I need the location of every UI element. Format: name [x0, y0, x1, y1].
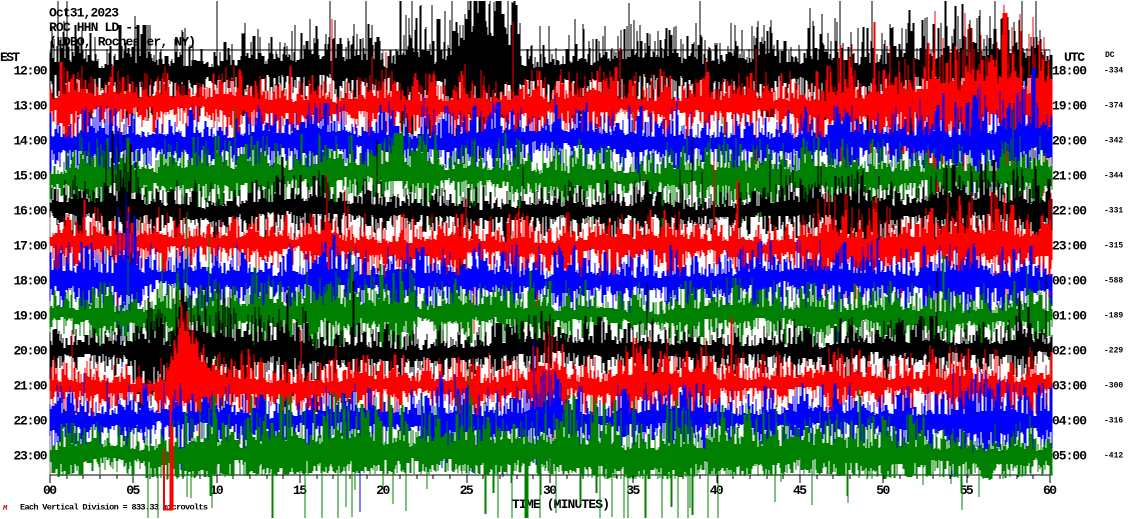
- svg-text:25: 25: [460, 483, 474, 498]
- svg-text:13:00: 13:00: [14, 99, 48, 114]
- svg-text:20: 20: [376, 483, 390, 498]
- svg-text:15: 15: [293, 483, 307, 498]
- svg-text:M: M: [2, 505, 8, 513]
- svg-text:-189: -189: [1104, 312, 1123, 321]
- svg-text:14:00: 14:00: [14, 134, 48, 149]
- svg-text:19:00: 19:00: [1052, 99, 1087, 114]
- svg-text:55: 55: [960, 483, 974, 498]
- svg-text:-344: -344: [1104, 172, 1123, 181]
- svg-text:04:00: 04:00: [1052, 414, 1087, 429]
- svg-text:03:00: 03:00: [1052, 379, 1087, 394]
- svg-text:01:00: 01:00: [1052, 309, 1087, 324]
- svg-text:23:00: 23:00: [14, 449, 48, 464]
- svg-text:02:00: 02:00: [1052, 344, 1087, 359]
- svg-text:(LDEO, Rochester, NY): (LDEO, Rochester, NY): [49, 35, 196, 50]
- svg-text:05: 05: [126, 483, 140, 498]
- svg-text:-588: -588: [1104, 277, 1123, 286]
- svg-text:22:00: 22:00: [14, 414, 48, 429]
- svg-text:EST: EST: [0, 50, 20, 65]
- svg-text:ROC HHN LD --: ROC HHN LD --: [49, 20, 140, 35]
- svg-text:50: 50: [876, 483, 890, 498]
- svg-text:21:00: 21:00: [1052, 169, 1087, 184]
- svg-text:-412: -412: [1104, 452, 1123, 461]
- svg-text:18:00: 18:00: [14, 274, 48, 289]
- svg-text:21:00: 21:00: [14, 379, 48, 394]
- svg-text:UTC: UTC: [1064, 50, 1085, 65]
- svg-text:00:00: 00:00: [1052, 274, 1087, 289]
- svg-text:12:00: 12:00: [14, 64, 48, 79]
- svg-text:Each Vertical Division = 833.: Each Vertical Division = 833.33 microvol…: [20, 503, 208, 513]
- svg-text:40: 40: [710, 483, 724, 498]
- svg-text:Oct31,2023: Oct31,2023: [49, 6, 119, 21]
- svg-text:05:00: 05:00: [1052, 449, 1087, 464]
- svg-text:-342: -342: [1104, 137, 1123, 146]
- svg-text:23:00: 23:00: [1052, 239, 1087, 254]
- svg-text:18:00: 18:00: [1052, 64, 1087, 79]
- svg-text:20:00: 20:00: [1052, 134, 1087, 149]
- svg-text:45: 45: [793, 483, 807, 498]
- svg-text:-315: -315: [1104, 242, 1123, 251]
- svg-text:DC: DC: [1105, 51, 1115, 60]
- svg-text:20:00: 20:00: [14, 344, 48, 359]
- svg-text:35: 35: [626, 483, 640, 498]
- svg-text:-374: -374: [1104, 102, 1123, 111]
- svg-text:30: 30: [543, 483, 557, 498]
- svg-text:-300: -300: [1104, 382, 1123, 391]
- svg-text:22:00: 22:00: [1052, 204, 1087, 219]
- svg-text:00: 00: [43, 483, 57, 498]
- svg-text:60: 60: [1043, 483, 1057, 498]
- svg-text:-229: -229: [1104, 347, 1123, 356]
- svg-text:17:00: 17:00: [14, 239, 48, 254]
- svg-text:10: 10: [210, 483, 224, 498]
- svg-text:-334: -334: [1104, 67, 1123, 76]
- svg-text:19:00: 19:00: [14, 309, 48, 324]
- svg-text:-316: -316: [1104, 417, 1123, 426]
- svg-text:15:00: 15:00: [14, 169, 48, 184]
- svg-text:16:00: 16:00: [14, 204, 48, 219]
- svg-text:-331: -331: [1104, 207, 1123, 216]
- svg-text:TIME (MINUTES): TIME (MINUTES): [512, 497, 610, 512]
